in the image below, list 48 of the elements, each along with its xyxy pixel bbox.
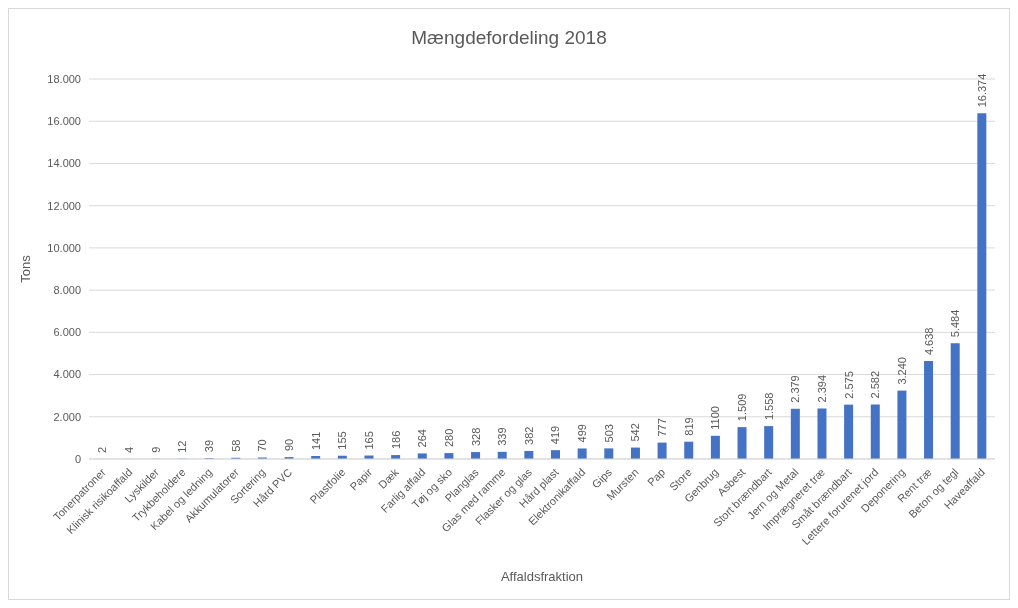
data-label: 141	[309, 431, 322, 451]
y-tick-label: 14.000	[47, 157, 81, 170]
data-label: 503	[602, 424, 615, 443]
data-label: 382	[522, 426, 535, 445]
data-label: 2.394	[815, 374, 828, 403]
y-axis-title: Tons	[17, 254, 33, 283]
data-label: 1100	[709, 406, 722, 430]
y-tick-label: 10.000	[47, 241, 81, 254]
data-label: 155	[336, 431, 349, 450]
data-label: 1.558	[762, 392, 775, 421]
x-axis-title: Affaldsfraktion	[500, 569, 584, 584]
y-tick-label: 2.000	[53, 410, 81, 423]
data-label: 419	[549, 425, 562, 445]
data-label: 1.509	[736, 393, 749, 422]
data-label: 542	[629, 423, 642, 442]
y-tick-label: 4.000	[53, 368, 81, 381]
data-label: 2.379	[789, 375, 802, 403]
data-label: 3.240	[895, 357, 908, 385]
y-tick-label: 16.000	[47, 115, 81, 128]
data-label: 264	[416, 429, 429, 448]
data-label: 2.582	[869, 370, 882, 399]
data-label: 2.575	[842, 371, 855, 399]
data-label: 819	[682, 417, 695, 436]
data-label: 9	[149, 446, 162, 453]
x-tick-label: Pap	[645, 465, 668, 489]
data-label: 90	[283, 438, 296, 452]
data-label: 39	[203, 439, 216, 453]
y-tick-label: 8.000	[53, 284, 81, 297]
data-label: 2	[96, 446, 109, 453]
y-tick-label: 0	[74, 452, 81, 465]
y-tick-label: 12.000	[47, 199, 81, 212]
data-label: 12	[176, 440, 189, 453]
data-label: 16.374	[975, 73, 988, 108]
data-label: 328	[469, 427, 482, 447]
data-label: 165	[362, 431, 375, 450]
y-tick-label: 6.000	[53, 326, 81, 339]
data-label: 5.484	[949, 309, 962, 338]
data-label: 280	[442, 428, 455, 448]
data-label: 499	[576, 424, 589, 443]
y-tick-label: 18.000	[47, 72, 81, 85]
chart-title: Mængdefordeling 2018	[410, 27, 608, 49]
data-label: 4.638	[922, 327, 935, 356]
data-label: 70	[256, 439, 269, 452]
data-label: 339	[496, 427, 509, 446]
data-label: 186	[389, 430, 402, 450]
data-label: 58	[229, 439, 242, 452]
data-label: 4	[123, 446, 136, 453]
data-label: 777	[656, 418, 669, 437]
